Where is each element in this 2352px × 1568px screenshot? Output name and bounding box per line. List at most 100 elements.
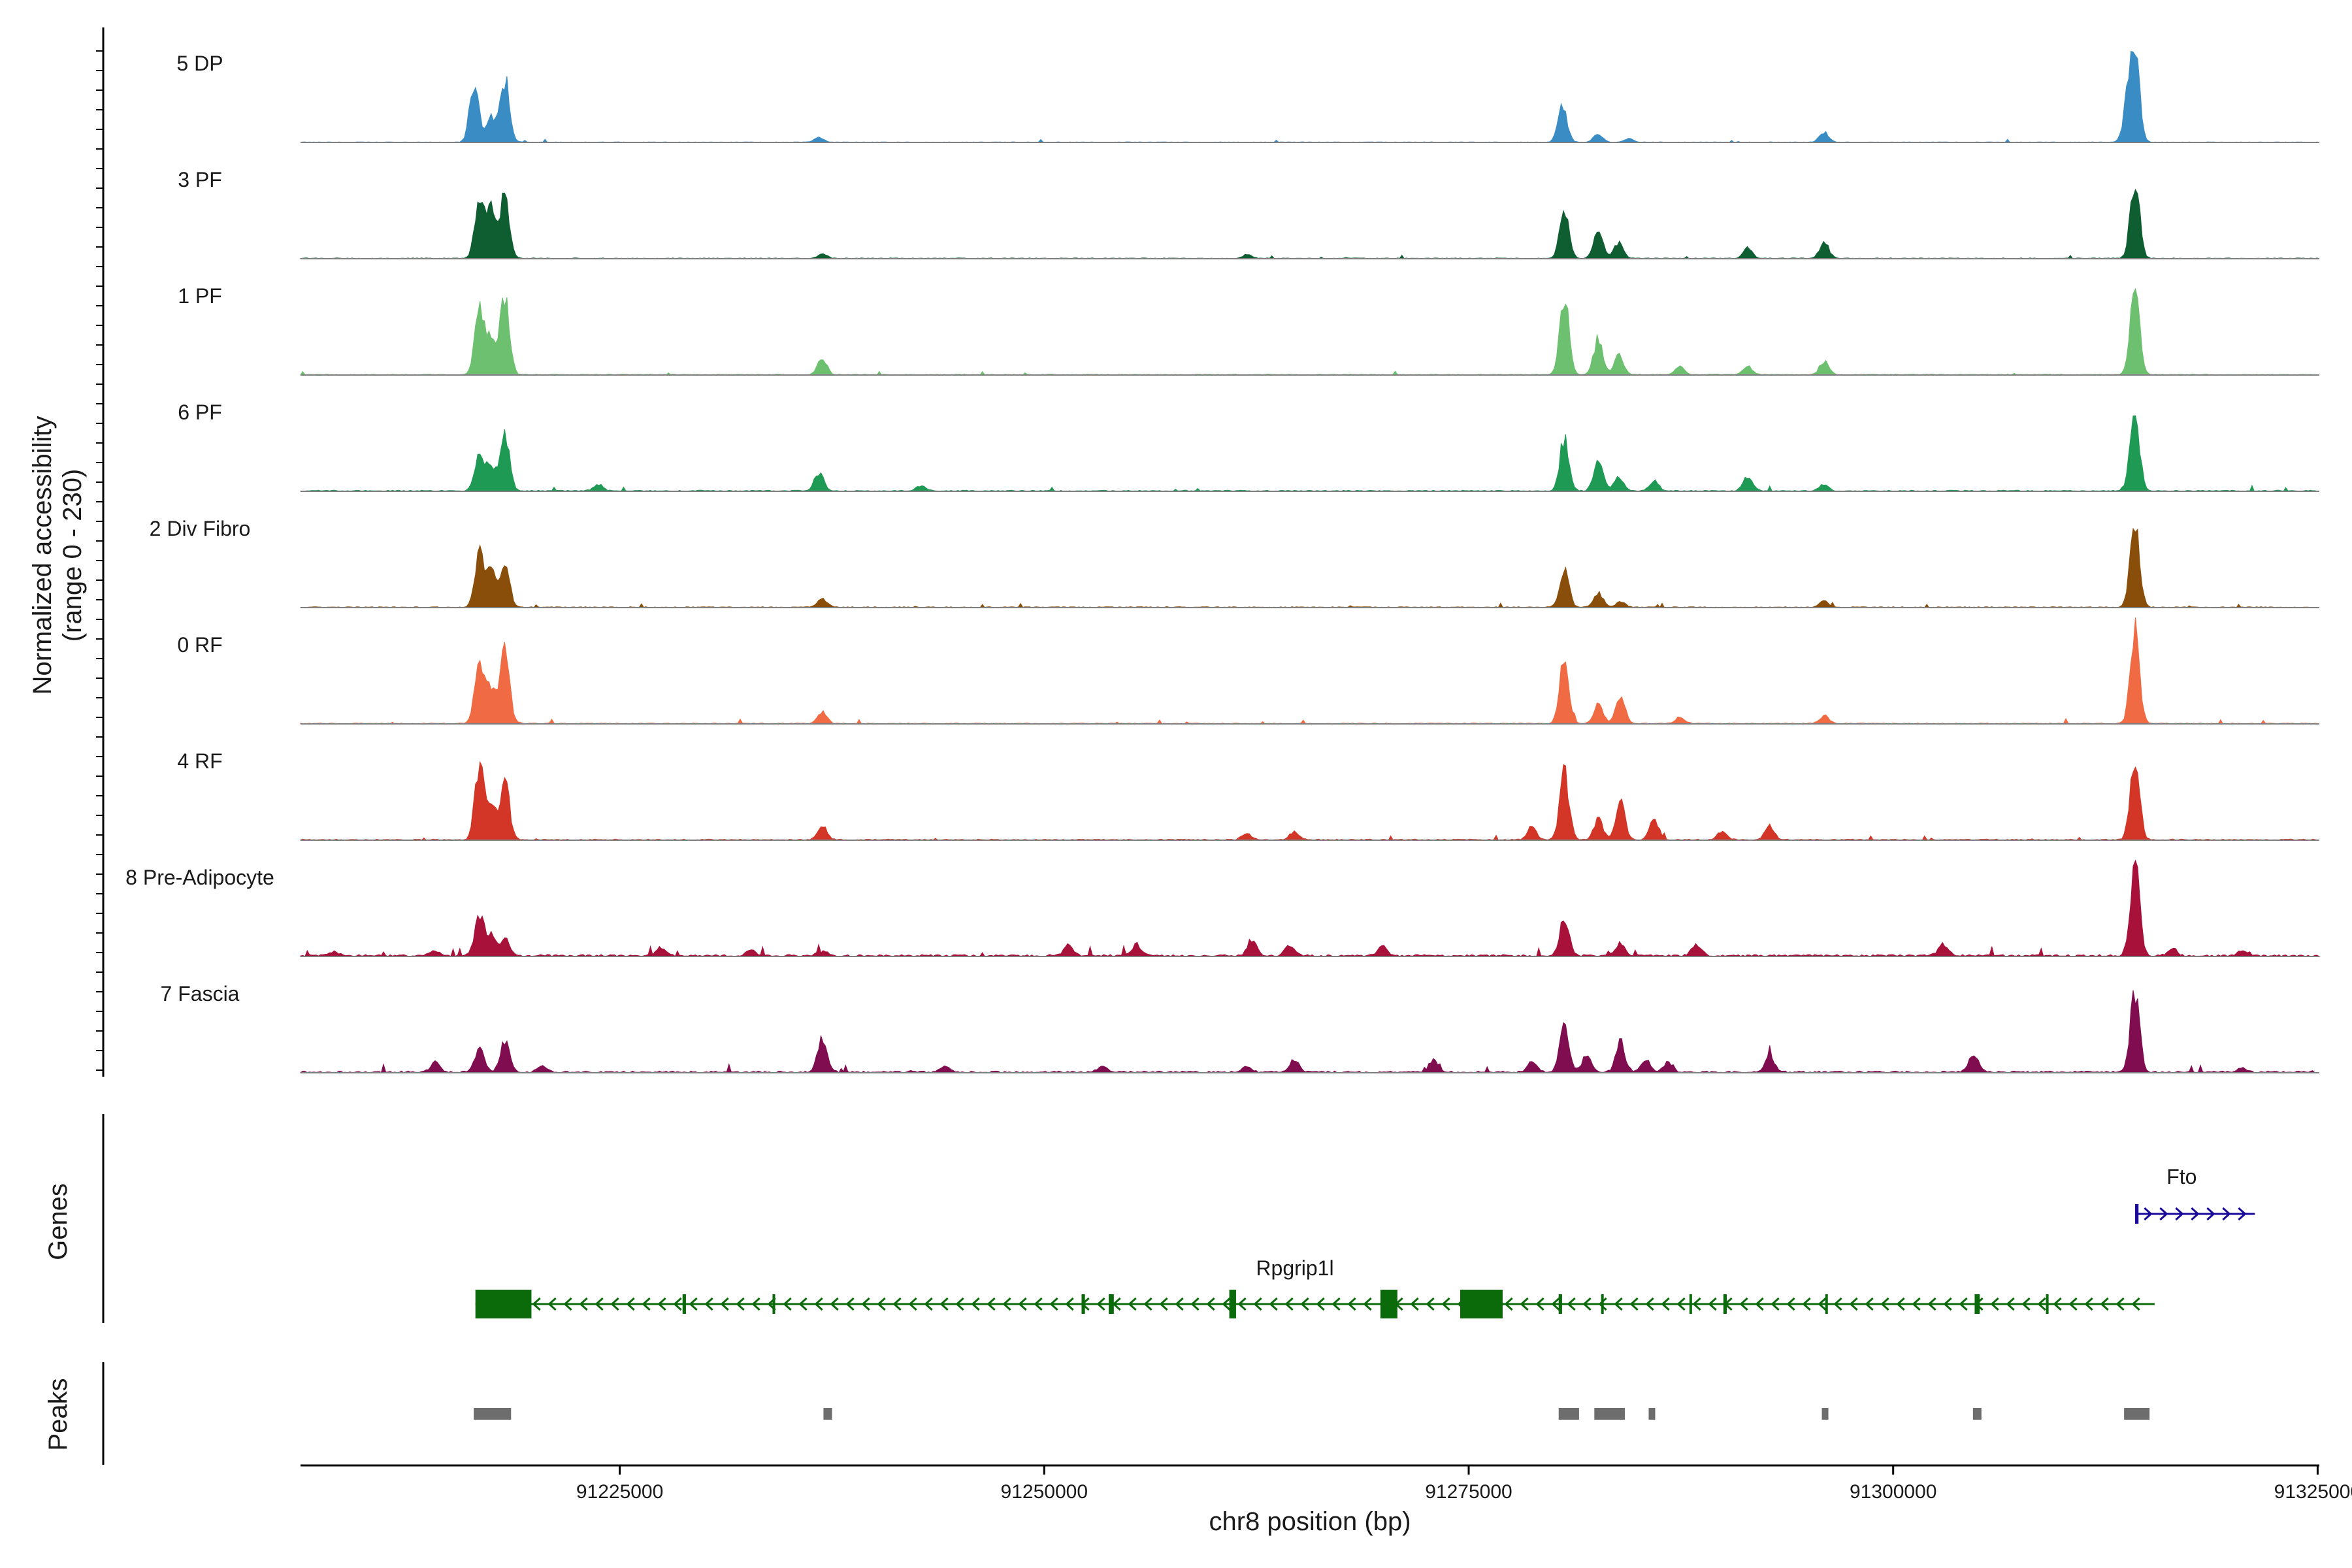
exon <box>1460 1290 1503 1318</box>
strand-arrow <box>1410 1297 1419 1311</box>
coverage-area-0-rf <box>300 617 2320 725</box>
strand-arrow <box>1661 1297 1670 1311</box>
strand-arrow <box>1331 1297 1341 1311</box>
strand-arrow <box>1143 1297 1152 1311</box>
track-label-2-div-fibro: 2 Div Fibro <box>150 517 251 540</box>
strand-arrow <box>877 1297 886 1311</box>
gene-rpgrip1l: Rpgrip1l <box>475 1256 2155 1318</box>
track-label-5-dp: 5 DP <box>176 52 223 75</box>
exon <box>1081 1294 1085 1314</box>
strand-arrow <box>610 1297 619 1311</box>
strand-arrow <box>1645 1297 1654 1311</box>
strand-arrow <box>1253 1297 1262 1311</box>
x-tick-label: 91325000 <box>2274 1481 2352 1503</box>
exon <box>2135 1204 2139 1224</box>
strand-arrow <box>2100 1297 2109 1311</box>
strand-arrow <box>1959 1297 1968 1311</box>
strand-arrow <box>2053 1297 2062 1311</box>
exon <box>1558 1294 1562 1314</box>
y-axis-title: Normalized accessibility (range 0 - 230) <box>28 416 87 695</box>
coverage-area-1-pf <box>300 287 2320 376</box>
strand-arrow <box>1426 1297 1435 1311</box>
coverage-area-4-rf <box>300 760 2320 841</box>
strand-arrow <box>2021 1297 2031 1311</box>
strand-arrow <box>1347 1297 1356 1311</box>
strand-arrow <box>1598 1297 1607 1311</box>
y-axis-title-line1: Normalized accessibility <box>28 416 57 695</box>
exon <box>1723 1294 1727 1314</box>
exon <box>1109 1294 1114 1314</box>
x-tick-label: 91300000 <box>1850 1481 1936 1503</box>
strand-arrow <box>1065 1297 1074 1311</box>
strand-arrow <box>1363 1297 1372 1311</box>
track-6-pf: 6 PF <box>178 400 2320 492</box>
strand-arrow <box>2238 1207 2247 1221</box>
strand-arrow <box>1849 1297 1858 1311</box>
exon <box>1825 1294 1828 1314</box>
track-0-rf: 0 RF <box>177 617 2320 725</box>
strand-arrow <box>1128 1297 1137 1311</box>
strand-arrow <box>1880 1297 1889 1311</box>
strand-arrow <box>2084 1297 2093 1311</box>
gene-label-fto: Fto <box>2166 1165 2197 1188</box>
strand-arrow <box>955 1297 964 1311</box>
strand-arrow <box>673 1297 682 1311</box>
exon <box>682 1294 686 1314</box>
coverage-area-7-fascia <box>300 990 2320 1073</box>
strand-arrow <box>2006 1297 2015 1311</box>
exon <box>772 1294 776 1314</box>
strand-arrow <box>1206 1297 1215 1311</box>
peaks-panel: Peaks <box>44 1362 2150 1465</box>
track-7-fascia: 7 Fascia <box>161 982 2320 1073</box>
strand-arrow <box>798 1297 808 1311</box>
track-4-rf: 4 RF <box>177 749 2320 841</box>
track-label-6-pf: 6 PF <box>178 400 222 424</box>
strand-arrow <box>2222 1207 2231 1221</box>
strand-arrow <box>1300 1297 1309 1311</box>
strand-arrow <box>1159 1297 1168 1311</box>
strand-arrow <box>1818 1297 1827 1311</box>
strand-arrow <box>814 1297 823 1311</box>
strand-arrow <box>1771 1297 1780 1311</box>
track-2-div-fibro: 2 Div Fibro <box>150 517 2320 608</box>
strand-arrow <box>1786 1297 1795 1311</box>
strand-arrow <box>720 1297 729 1311</box>
peaks-panel-title: Peaks <box>44 1378 73 1450</box>
strand-arrow <box>1692 1297 1701 1311</box>
strand-arrow <box>2175 1207 2184 1221</box>
exon <box>1601 1294 1604 1314</box>
strand-arrow <box>2206 1207 2215 1221</box>
strand-arrow <box>1190 1297 1200 1311</box>
strand-arrow <box>830 1297 839 1311</box>
track-label-7-fascia: 7 Fascia <box>161 982 240 1005</box>
strand-arrow <box>1865 1297 1874 1311</box>
peak-region <box>1558 1408 1579 1420</box>
x-tick-label: 91225000 <box>576 1481 663 1503</box>
strand-arrow <box>2068 1297 2078 1311</box>
strand-arrow <box>751 1297 760 1311</box>
gene-label-rpgrip1l: Rpgrip1l <box>1256 1256 1333 1280</box>
track-label-4-rf: 4 RF <box>177 749 222 773</box>
x-tick-label: 91250000 <box>1001 1481 1088 1503</box>
genes-panel: Genes Fto Rpgrip1l <box>44 1114 2255 1323</box>
strand-arrow <box>1049 1297 1058 1311</box>
exon <box>2046 1294 2049 1314</box>
strand-arrow <box>1237 1297 1247 1311</box>
strand-arrow <box>595 1297 604 1311</box>
strand-arrow <box>1990 1297 1999 1311</box>
strand-arrow <box>1002 1297 1011 1311</box>
strand-arrow <box>1755 1297 1764 1311</box>
track-label-8-pre-adipocyte: 8 Pre-Adipocyte <box>125 866 274 889</box>
strand-arrow <box>1551 1297 1560 1311</box>
strand-arrow <box>1943 1297 1952 1311</box>
track-3-pf: 3 PF <box>178 168 2320 259</box>
strand-arrow <box>1567 1297 1576 1311</box>
y-axis-title-line2: (range 0 - 230) <box>58 469 87 642</box>
exon <box>1380 1290 1397 1318</box>
track-5-dp: 5 DP <box>176 50 2320 143</box>
peak-region <box>474 1408 512 1420</box>
strand-arrow <box>2037 1297 2046 1311</box>
peak-region <box>1972 1408 1982 1420</box>
strand-arrow <box>1096 1297 1105 1311</box>
peak-region <box>1821 1408 1829 1420</box>
